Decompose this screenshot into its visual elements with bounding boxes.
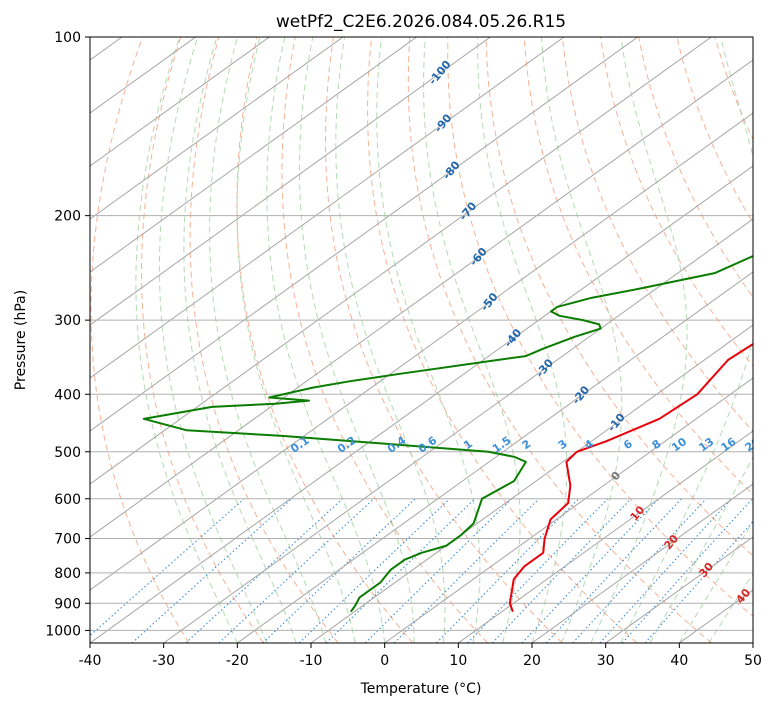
y-axis-ticks: 100 200 300 400 500 600 700 800 900 1000 xyxy=(45,30,90,639)
y-tick-label: 900 xyxy=(54,596,81,612)
isotherm-line xyxy=(384,377,753,643)
dry-adiabat-line xyxy=(367,37,638,643)
isotherm-line xyxy=(458,430,753,643)
isotherm-line xyxy=(237,271,753,643)
isotherm-line xyxy=(90,112,753,591)
dry-adiabat-line xyxy=(236,37,414,643)
x-tick-label: 40 xyxy=(670,653,688,669)
x-tick-label: -10 xyxy=(300,653,323,669)
moist-adiabats xyxy=(135,37,753,643)
x-axis-label: Temperature (°C) xyxy=(360,681,482,697)
dry-adiabat-line xyxy=(324,37,563,643)
x-tick-label: 50 xyxy=(744,653,762,669)
moist-adiabat-line xyxy=(236,37,356,643)
mixing-ratio-line xyxy=(644,520,753,643)
y-tick-label: 200 xyxy=(54,209,81,225)
isotherm-line xyxy=(90,37,491,326)
isotherm-line xyxy=(90,37,638,432)
moist-adiabat-line xyxy=(266,37,386,643)
isotherm-line xyxy=(605,536,753,643)
moist-adiabat-line xyxy=(619,37,753,643)
y-tick-label: 100 xyxy=(54,30,81,46)
moist-adiabat-line xyxy=(477,37,568,643)
mixing-ratio-line xyxy=(545,498,682,643)
y-tick-label: 1000 xyxy=(45,623,81,639)
y-tick-label: 600 xyxy=(54,492,81,508)
mixing-ratio-line xyxy=(393,498,540,643)
moist-adiabat-line xyxy=(376,37,481,643)
plot-frame xyxy=(89,36,754,644)
isotherm-line xyxy=(531,483,753,643)
mixing-ratio-line xyxy=(131,498,293,643)
isotherm-line xyxy=(90,37,417,273)
moist-adiabat-line xyxy=(541,37,623,643)
dry-adiabat-line xyxy=(141,37,264,643)
y-axis-label: Pressure (hPa) xyxy=(13,290,29,390)
moist-adiabat-line xyxy=(209,37,327,643)
x-tick-label: -20 xyxy=(226,653,249,669)
mixing-ratio-line xyxy=(621,498,753,643)
mixing-ratio-line xyxy=(521,498,660,643)
mixing-ratio-line xyxy=(572,498,707,643)
dewpoint-profile-line xyxy=(142,254,753,613)
y-tick-label: 500 xyxy=(54,445,81,461)
x-axis-ticks: -40 -30 -20 -10 0 10 20 30 40 50 xyxy=(79,643,762,669)
y-tick-label: 800 xyxy=(54,566,81,582)
mixing-ratio-line xyxy=(185,498,343,643)
isotherm-line xyxy=(90,37,565,379)
temperature-profile-line xyxy=(508,342,753,613)
x-tick-label: 10 xyxy=(449,653,467,669)
mixing-ratio-line xyxy=(90,498,245,637)
x-tick-label: 20 xyxy=(523,653,541,669)
x-tick-label: 30 xyxy=(597,653,615,669)
dry-adiabat-line xyxy=(90,37,190,643)
isotherm-line xyxy=(163,218,753,643)
moist-adiabat-line xyxy=(183,37,297,643)
dry-adiabat-line xyxy=(561,37,753,433)
isotherm-line xyxy=(90,37,344,220)
dry-adiabat-line xyxy=(281,37,488,643)
mixing-ratio-line xyxy=(364,498,513,643)
mixing-ratio-label: 20 xyxy=(743,435,763,455)
profiles xyxy=(142,254,753,613)
isotherm-line xyxy=(90,59,753,538)
y-tick-label: 700 xyxy=(54,532,81,548)
x-tick-label: -40 xyxy=(79,653,102,669)
pressure-gridlines xyxy=(90,37,753,631)
y-tick-label: 400 xyxy=(54,387,81,403)
moist-adiabat-line xyxy=(335,37,446,643)
x-tick-label: 0 xyxy=(380,653,389,669)
mixing-ratio-line xyxy=(298,498,451,643)
moist-adiabat-line xyxy=(423,37,521,643)
mixing-ratio-lines xyxy=(90,498,753,643)
moist-adiabat-line xyxy=(158,37,268,643)
isotherm-line xyxy=(90,37,712,485)
mixing-ratio-line xyxy=(325,498,476,643)
x-tick-label: -30 xyxy=(152,653,175,669)
isotherm-line xyxy=(90,37,270,167)
isotherm-line xyxy=(90,165,753,643)
dry-adiabat-line xyxy=(447,37,753,617)
y-tick-label: 300 xyxy=(54,313,81,329)
plot-area: 0.10.20.40.611.52346810131620253036-100-… xyxy=(90,37,763,643)
chart-title: wetPf2_C2E6.2026.084.05.26.R15 xyxy=(276,12,566,32)
